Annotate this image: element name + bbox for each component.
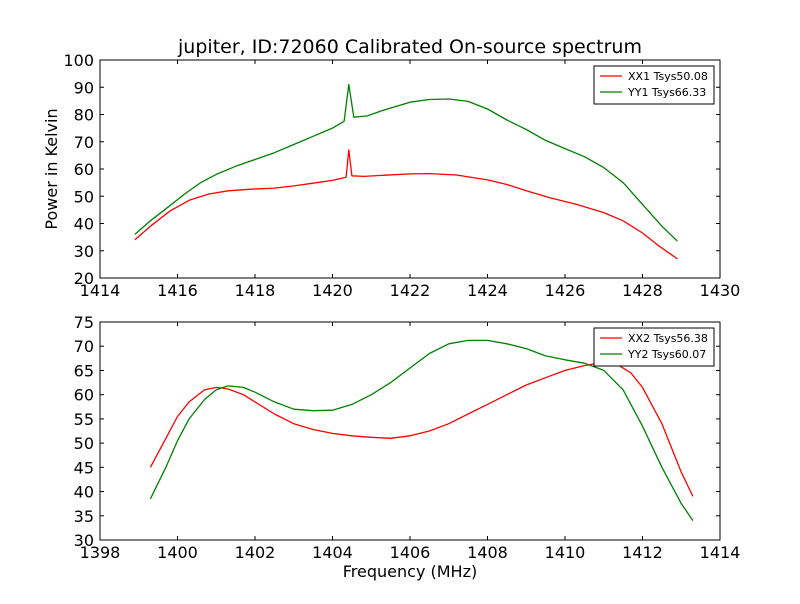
bottom-spectrum-plot: 1398 1400 1402 1404 1406 1408 1410 1412 1414 30 35… (74, 313, 741, 562)
series-line-yy1 (134, 83, 678, 242)
y-tick-label: 75 (74, 313, 94, 332)
x-tick-label: 1408 (467, 543, 508, 562)
x-tick-label: 1398 (80, 543, 121, 562)
y-tick-label: 40 (74, 483, 94, 502)
legend-entry-label: XX1 Tsys50.08 (628, 70, 708, 83)
x-tick-label: 1414 (80, 281, 121, 300)
y-tick-label: 35 (74, 507, 94, 526)
y-tick-label: 30 (74, 531, 94, 550)
x-tick-label: 1410 (545, 543, 586, 562)
y-tick-label: 40 (74, 215, 94, 234)
y-tick-label: 50 (74, 187, 94, 206)
x-tick-label: 1400 (157, 543, 198, 562)
y-tick-label: 55 (74, 410, 94, 429)
y-tick-label: 60 (74, 160, 94, 179)
y-tick-label: 65 (74, 361, 94, 380)
y-tick-label: 20 (74, 269, 94, 288)
chart-title: jupiter, ID:72060 Calibrated On-source s… (177, 36, 642, 58)
x-tick-label: 1428 (622, 281, 663, 300)
x-tick-label: 1404 (312, 543, 353, 562)
x-tick-label: 1424 (467, 281, 508, 300)
series-line-xx1 (134, 149, 678, 260)
legend-box (593, 65, 715, 105)
x-tick-label: 1402 (235, 543, 276, 562)
x-tick-label: 1418 (235, 281, 276, 300)
y-tick-label: 45 (74, 458, 94, 477)
y-tick-label: 30 (74, 242, 94, 261)
x-tick-label: 1422 (390, 281, 431, 300)
y-tick-label: 80 (74, 106, 94, 125)
legend-entry-label: YY1 Tsys66.33 (627, 86, 706, 99)
top-spectrum-plot: 1414 1416 1418 1420 1422 1424 1426 1428 1430 20 30… (63, 51, 740, 300)
legend: XX1 Tsys50.08 YY1 Tsys66.33 (593, 65, 715, 105)
legend-box (593, 327, 715, 367)
x-tick-label: 1426 (545, 281, 586, 300)
x-tick-label: 1412 (622, 543, 663, 562)
y-tick-label: 60 (74, 386, 94, 405)
legend: XX2 Tsys56.38 YY2 Tsys60.07 (593, 327, 715, 367)
x-tick-label: 1430 (700, 281, 741, 300)
legend-entry-label: YY2 Tsys60.07 (627, 348, 706, 361)
y-tick-label: 70 (74, 337, 94, 356)
x-tick-label: 1420 (312, 281, 353, 300)
legend-entry-label: XX2 Tsys56.38 (628, 332, 708, 345)
y-tick-label: 50 (74, 434, 94, 453)
y-tick-label: 90 (74, 78, 94, 97)
x-tick-label: 1406 (390, 543, 431, 562)
x-axis-label: Frequency (MHz) (343, 562, 477, 581)
x-tick-label: 1414 (700, 543, 741, 562)
y-tick-label: 100 (63, 51, 94, 70)
y-tick-label: 70 (74, 133, 94, 152)
x-tick-label: 1416 (157, 281, 198, 300)
y-axis-label: Power in Kelvin (42, 108, 61, 229)
series-line-yy2 (149, 339, 694, 521)
